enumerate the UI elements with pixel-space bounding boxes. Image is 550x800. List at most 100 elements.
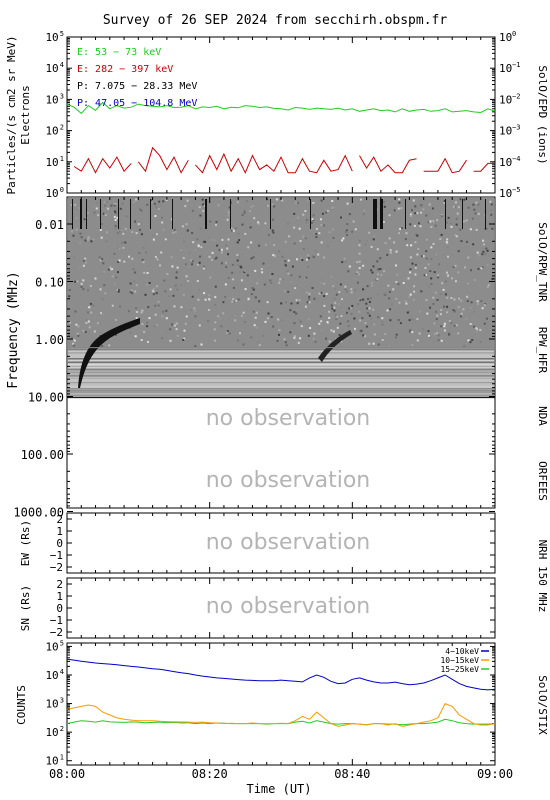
tnr-pixel bbox=[284, 260, 287, 263]
tnr-pixel bbox=[79, 232, 82, 235]
tnr-pixel bbox=[184, 263, 187, 266]
tnr-pixel bbox=[231, 271, 234, 274]
stix-tick-0: 110 bbox=[45, 754, 63, 768]
hfr-label: RPW_HFR bbox=[536, 327, 549, 374]
tnr-pixel bbox=[73, 339, 76, 342]
tnr-pixel bbox=[443, 325, 446, 328]
tnr-pixel bbox=[172, 231, 175, 234]
tnr-pixel bbox=[386, 253, 389, 256]
tnr-pixel bbox=[152, 238, 155, 241]
tnr-pixel bbox=[285, 301, 288, 304]
tnr-pixel bbox=[466, 295, 469, 298]
tnr-pixel bbox=[295, 299, 298, 302]
tnr-pixel bbox=[395, 297, 398, 300]
tnr-pixel bbox=[453, 324, 456, 327]
tnr-pixel bbox=[273, 205, 276, 208]
tnr-pixel bbox=[157, 304, 160, 307]
tnr-pixel bbox=[430, 246, 433, 249]
tnr-pixel bbox=[335, 317, 338, 320]
tnr-pixel bbox=[484, 253, 487, 256]
tnr-pixel bbox=[331, 207, 334, 210]
tnr-pixel bbox=[490, 209, 493, 212]
tnr-pixel bbox=[470, 269, 472, 272]
tnr-pixel bbox=[104, 204, 107, 207]
tnr-pixel bbox=[317, 253, 320, 256]
tnr-pixel bbox=[460, 315, 462, 318]
tnr-pixel bbox=[453, 298, 456, 301]
tnr-pixel bbox=[389, 251, 392, 254]
nrh-ew-ylabel: EW (Rs) bbox=[19, 520, 32, 566]
tnr-pixel bbox=[408, 330, 411, 333]
tnr-pixel bbox=[281, 340, 284, 343]
tnr-pixel bbox=[429, 269, 432, 272]
hfr-band bbox=[68, 350, 494, 352]
tnr-pixel bbox=[429, 336, 431, 338]
tnr-pixel bbox=[272, 325, 275, 328]
tnr-pixel bbox=[133, 205, 136, 208]
tnr-pixel bbox=[118, 230, 121, 233]
epd-right-tick-3: 10 −2 bbox=[499, 92, 520, 106]
tnr-pixel bbox=[338, 291, 341, 293]
tnr-pixel bbox=[350, 288, 353, 291]
tnr-pixel bbox=[323, 295, 326, 298]
tnr-pixel bbox=[86, 211, 89, 214]
tnr-pixel bbox=[418, 222, 420, 225]
tnr-pixel bbox=[336, 326, 339, 329]
tnr-burst bbox=[72, 199, 73, 229]
nrh-ew-no-observation: no observation bbox=[206, 530, 371, 555]
hfr-band bbox=[68, 348, 494, 350]
tnr-pixel bbox=[445, 241, 448, 244]
tnr-pixel bbox=[278, 250, 281, 253]
tnr-pixel bbox=[422, 328, 424, 331]
nrh-sn-tick-label-2: 0 bbox=[56, 602, 63, 615]
tnr-pixel bbox=[159, 203, 162, 206]
tnr-pixel bbox=[279, 280, 282, 283]
tnr-pixel bbox=[293, 212, 296, 215]
nrh-ew-tick-label-4: −2 bbox=[50, 561, 63, 574]
tnr-pixel bbox=[79, 265, 82, 268]
tnr-pixel bbox=[297, 216, 299, 219]
tnr-pixel bbox=[176, 334, 179, 337]
tnr-pixel bbox=[365, 325, 368, 328]
tnr-pixel bbox=[428, 202, 431, 205]
tnr-pixel bbox=[96, 201, 99, 204]
stix-legend-15-25: 15−25keV bbox=[440, 665, 479, 674]
tnr-pixel bbox=[407, 310, 410, 313]
tnr-pixel bbox=[185, 244, 188, 247]
tnr-pixel bbox=[339, 322, 342, 325]
tnr-pixel bbox=[376, 278, 379, 281]
tnr-pixel bbox=[226, 331, 229, 334]
tnr-pixel bbox=[393, 209, 396, 212]
stix-tick-3-exp: 4 bbox=[60, 668, 64, 676]
tnr-pixel bbox=[490, 203, 493, 206]
tnr-pixel bbox=[68, 321, 71, 324]
tnr-burst bbox=[80, 199, 82, 229]
tnr-pixel bbox=[335, 293, 338, 296]
tnr-pixel bbox=[168, 295, 171, 298]
tnr-pixel bbox=[200, 246, 203, 249]
tnr-pixel bbox=[368, 231, 371, 234]
tnr-pixel bbox=[96, 322, 99, 325]
tnr-pixel bbox=[439, 293, 442, 296]
tnr-pixel bbox=[319, 315, 322, 318]
tnr-pixel bbox=[341, 298, 343, 301]
tnr-pixel bbox=[413, 290, 416, 293]
tnr-pixel bbox=[84, 330, 87, 333]
tnr-pixel bbox=[272, 231, 275, 234]
tnr-pixel bbox=[131, 292, 134, 295]
tnr-pixel bbox=[350, 265, 353, 268]
tnr-pixel bbox=[182, 257, 185, 259]
tnr-pixel bbox=[203, 204, 206, 207]
tnr-pixel bbox=[346, 311, 348, 314]
tnr-pixel bbox=[142, 261, 145, 264]
tnr-pixel bbox=[440, 215, 443, 218]
tnr-pixel bbox=[263, 283, 266, 286]
tnr-pixel bbox=[291, 265, 294, 268]
tnr-pixel bbox=[258, 344, 261, 347]
tnr-pixel bbox=[307, 257, 310, 260]
tnr-pixel bbox=[365, 239, 368, 242]
tnr-burst bbox=[150, 199, 151, 229]
tnr-pixel bbox=[284, 341, 287, 344]
epd-left-tick-4: 410 bbox=[45, 61, 63, 75]
tnr-pixel bbox=[124, 227, 127, 230]
